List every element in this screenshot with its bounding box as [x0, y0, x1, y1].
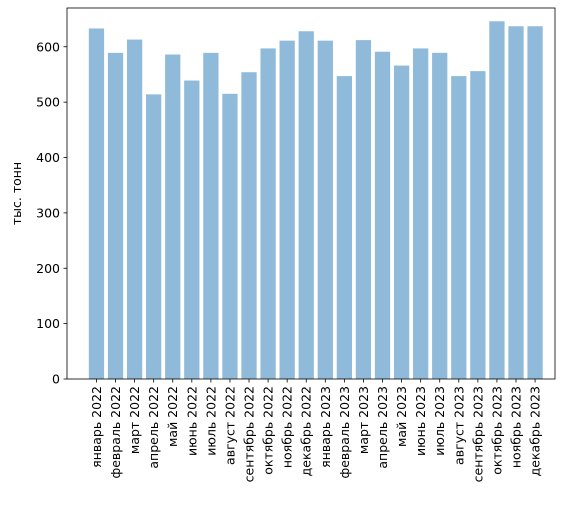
bar-январь-2023	[317, 40, 333, 380]
x-axis: январь 2022 февраль 2022 март 2022 апрель 2…	[89, 379, 543, 482]
bar-июнь-2023	[413, 48, 429, 380]
x-tick-label: январь 2023	[318, 386, 333, 468]
x-tick-label: август 2022	[222, 386, 237, 465]
bar-ноябрь-2023	[508, 26, 524, 380]
bar-март-2023	[355, 40, 372, 380]
bar-ноябрь-2022	[279, 40, 295, 380]
x-tick-label: февраль 2022	[108, 386, 123, 478]
bar-сентябрь-2022	[241, 72, 257, 379]
x-tick-label: сентябрь 2022	[242, 386, 257, 482]
y-tick-label: 100	[36, 316, 60, 331]
bar-сентябрь-2023	[470, 71, 486, 379]
x-tick-label: октябрь 2022	[261, 386, 276, 475]
y-tick-label: 500	[36, 95, 60, 110]
y-tick-label: 300	[36, 205, 60, 220]
x-tick-label: июнь 2022	[184, 386, 199, 456]
bar-декабрь-2022	[298, 31, 314, 379]
bar-октябрь-2022	[260, 48, 276, 380]
x-tick-label: ноябрь 2023	[509, 386, 524, 468]
x-tick-label: январь 2022	[89, 386, 104, 468]
bar-июнь-2022	[184, 80, 200, 379]
x-tick-label: май 2022	[165, 386, 180, 447]
bar-август-2022	[222, 93, 238, 379]
x-tick-label: декабрь 2022	[299, 386, 314, 476]
bar-апрель-2022	[146, 94, 162, 379]
x-tick-label: декабрь 2023	[528, 386, 543, 476]
bar-июль-2022	[203, 52, 219, 379]
bar-октябрь-2023	[489, 21, 505, 379]
y-tick-label: 0	[52, 372, 60, 387]
x-tick-label: июль 2023	[432, 386, 447, 456]
x-tick-label: апрель 2022	[146, 386, 161, 469]
bar-февраль-2023	[336, 76, 352, 380]
bar-май-2023	[393, 65, 410, 379]
plot-frame	[66, 7, 556, 380]
y-tick-label: 400	[36, 150, 60, 165]
bar-июль-2023	[432, 52, 448, 379]
x-tick-label: ноябрь 2022	[280, 386, 295, 468]
x-tick-label: июнь 2023	[413, 386, 428, 456]
y-axis: 0 100 200 300 400 500 600	[36, 39, 67, 387]
bars-group	[88, 21, 543, 380]
y-tick-label: 600	[36, 39, 60, 54]
bar-декабрь-2023	[527, 26, 543, 380]
x-tick-label: март 2022	[127, 386, 142, 454]
x-tick-label: июль 2022	[203, 386, 218, 456]
bar-апрель-2023	[374, 51, 391, 380]
bar-май-2022	[165, 54, 181, 379]
y-tick-label: 200	[36, 261, 60, 276]
x-tick-label: сентябрь 2023	[470, 386, 485, 482]
y-axis-label: тыс. тонн	[9, 162, 24, 225]
x-tick-label: август 2023	[451, 386, 466, 465]
x-tick-label: май 2023	[394, 386, 409, 447]
x-tick-label: февраль 2023	[337, 386, 352, 478]
bar-март-2022	[126, 39, 143, 380]
x-tick-label: март 2023	[356, 386, 371, 454]
bar-август-2023	[451, 76, 467, 380]
x-tick-label: апрель 2023	[375, 386, 390, 469]
bar-январь-2022	[88, 28, 105, 380]
x-tick-label: октябрь 2023	[489, 386, 504, 475]
bar-февраль-2022	[107, 52, 124, 379]
